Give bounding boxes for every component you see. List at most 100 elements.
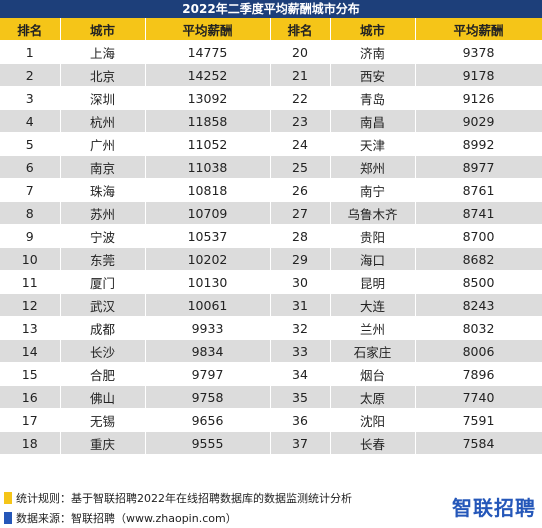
cell-salary-right: 9178 xyxy=(415,63,542,87)
cell-rank-left: 14 xyxy=(0,339,61,363)
cell-city-right: 贵阳 xyxy=(330,224,416,248)
cell-city-left: 无锡 xyxy=(60,408,146,432)
table-row: 9 宁波 10537 28 贵阳 8700 xyxy=(0,224,542,248)
cell-city-left: 深圳 xyxy=(60,86,146,110)
table-row: 4 杭州 11858 23 南昌 9029 xyxy=(0,109,542,133)
cell-rank-left: 2 xyxy=(0,63,61,87)
cell-rank-right: 22 xyxy=(270,86,331,110)
table-row: 13 成都 9933 32 兰州 8032 xyxy=(0,316,542,340)
cell-rank-right: 37 xyxy=(270,431,331,455)
cell-salary-left: 9933 xyxy=(145,316,271,340)
cell-rank-right: 26 xyxy=(270,178,331,202)
cell-city-right: 青岛 xyxy=(330,86,416,110)
table-row: 17 无锡 9656 36 沈阳 7591 xyxy=(0,408,542,432)
cell-city-left: 上海 xyxy=(60,40,146,64)
table-row: 12 武汉 10061 31 大连 8243 xyxy=(0,293,542,317)
cell-salary-right: 9378 xyxy=(415,40,542,64)
cell-salary-right: 8761 xyxy=(415,178,542,202)
cell-salary-left: 13092 xyxy=(145,86,271,110)
cell-city-left: 广州 xyxy=(60,132,146,156)
table-row: 3 深圳 13092 22 青岛 9126 xyxy=(0,86,542,110)
cell-salary-right: 8992 xyxy=(415,132,542,156)
cell-rank-right: 29 xyxy=(270,247,331,271)
cell-city-right: 兰州 xyxy=(330,316,416,340)
cell-rank-left: 12 xyxy=(0,293,61,317)
cell-salary-right: 7740 xyxy=(415,385,542,409)
cell-city-right: 天津 xyxy=(330,132,416,156)
cell-salary-left: 14775 xyxy=(145,40,271,64)
cell-rank-right: 32 xyxy=(270,316,331,340)
cell-city-right: 济南 xyxy=(330,40,416,64)
cell-rank-left: 8 xyxy=(0,201,61,225)
cell-rank-right: 33 xyxy=(270,339,331,363)
rule-note: 统计规则：基于智联招聘2022年在线招聘数据库的数据监测统计分析 xyxy=(4,490,352,506)
cell-city-right: 烟台 xyxy=(330,362,416,386)
cell-salary-left: 10709 xyxy=(145,201,271,225)
header-salary-left: 平均薪酬 xyxy=(145,18,271,41)
cell-rank-left: 11 xyxy=(0,270,61,294)
cell-salary-right: 9126 xyxy=(415,86,542,110)
table-header-row: 排名 城市 平均薪酬 排名 城市 平均薪酬 xyxy=(0,18,542,41)
cell-city-left: 苏州 xyxy=(60,201,146,225)
table-row: 10 东莞 10202 29 海口 8682 xyxy=(0,247,542,271)
cell-rank-left: 18 xyxy=(0,431,61,455)
cell-city-left: 南京 xyxy=(60,155,146,179)
blue-marker xyxy=(4,512,12,524)
source-note: 数据来源：智联招聘（www.zhaopin.com） xyxy=(4,510,237,526)
cell-salary-right: 8700 xyxy=(415,224,542,248)
cell-city-left: 宁波 xyxy=(60,224,146,248)
salary-table: 排名 城市 平均薪酬 排名 城市 平均薪酬 1 上海 14775 20 济南 9378 2 北… xyxy=(0,18,542,478)
cell-rank-right: 31 xyxy=(270,293,331,317)
cell-rank-right: 36 xyxy=(270,408,331,432)
cell-city-left: 重庆 xyxy=(60,431,146,455)
cell-city-right: 沈阳 xyxy=(330,408,416,432)
cell-city-right: 南昌 xyxy=(330,109,416,133)
header-salary-right: 平均薪酬 xyxy=(415,18,542,41)
cell-rank-right: 24 xyxy=(270,132,331,156)
zhaopin-logo: 智联招聘 xyxy=(452,496,536,520)
cell-city-right: 郑州 xyxy=(330,155,416,179)
cell-rank-left: 9 xyxy=(0,224,61,248)
cell-salary-left: 10818 xyxy=(145,178,271,202)
cell-salary-right: 8006 xyxy=(415,339,542,363)
cell-city-left: 佛山 xyxy=(60,385,146,409)
cell-salary-left: 9834 xyxy=(145,339,271,363)
cell-salary-right: 8032 xyxy=(415,316,542,340)
cell-city-left: 东莞 xyxy=(60,247,146,271)
table-row: 11 厦门 10130 30 昆明 8500 xyxy=(0,270,542,294)
cell-rank-left: 15 xyxy=(0,362,61,386)
table-row: 15 合肥 9797 34 烟台 7896 xyxy=(0,362,542,386)
cell-city-left: 成都 xyxy=(60,316,146,340)
cell-rank-left: 10 xyxy=(0,247,61,271)
cell-rank-left: 5 xyxy=(0,132,61,156)
footer: 统计规则：基于智联招聘2022年在线招聘数据库的数据监测统计分析 数据来源：智联… xyxy=(0,460,542,528)
cell-city-right: 大连 xyxy=(330,293,416,317)
cell-rank-right: 23 xyxy=(270,109,331,133)
table-row: 1 上海 14775 20 济南 9378 xyxy=(0,40,542,64)
cell-city-left: 武汉 xyxy=(60,293,146,317)
cell-rank-left: 13 xyxy=(0,316,61,340)
table-row: 6 南京 11038 25 郑州 8977 xyxy=(0,155,542,179)
cell-salary-left: 9797 xyxy=(145,362,271,386)
cell-city-left: 合肥 xyxy=(60,362,146,386)
cell-rank-right: 20 xyxy=(270,40,331,64)
table-row: 7 珠海 10818 26 南宁 8761 xyxy=(0,178,542,202)
cell-salary-left: 9758 xyxy=(145,385,271,409)
table-row: 8 苏州 10709 27 乌鲁木齐 8741 xyxy=(0,201,542,225)
cell-city-right: 长春 xyxy=(330,431,416,455)
cell-salary-right: 8741 xyxy=(415,201,542,225)
table-row: 5 广州 11052 24 天津 8992 xyxy=(0,132,542,156)
cell-rank-left: 7 xyxy=(0,178,61,202)
cell-city-left: 北京 xyxy=(60,63,146,87)
cell-salary-left: 11858 xyxy=(145,109,271,133)
cell-city-right: 石家庄 xyxy=(330,339,416,363)
header-city-left: 城市 xyxy=(60,18,146,41)
table-row: 14 长沙 9834 33 石家庄 8006 xyxy=(0,339,542,363)
table-row: 16 佛山 9758 35 太原 7740 xyxy=(0,385,542,409)
cell-rank-right: 21 xyxy=(270,63,331,87)
cell-city-right: 西安 xyxy=(330,63,416,87)
cell-salary-right: 7591 xyxy=(415,408,542,432)
cell-city-right: 南宁 xyxy=(330,178,416,202)
cell-salary-left: 10130 xyxy=(145,270,271,294)
cell-salary-right: 8500 xyxy=(415,270,542,294)
